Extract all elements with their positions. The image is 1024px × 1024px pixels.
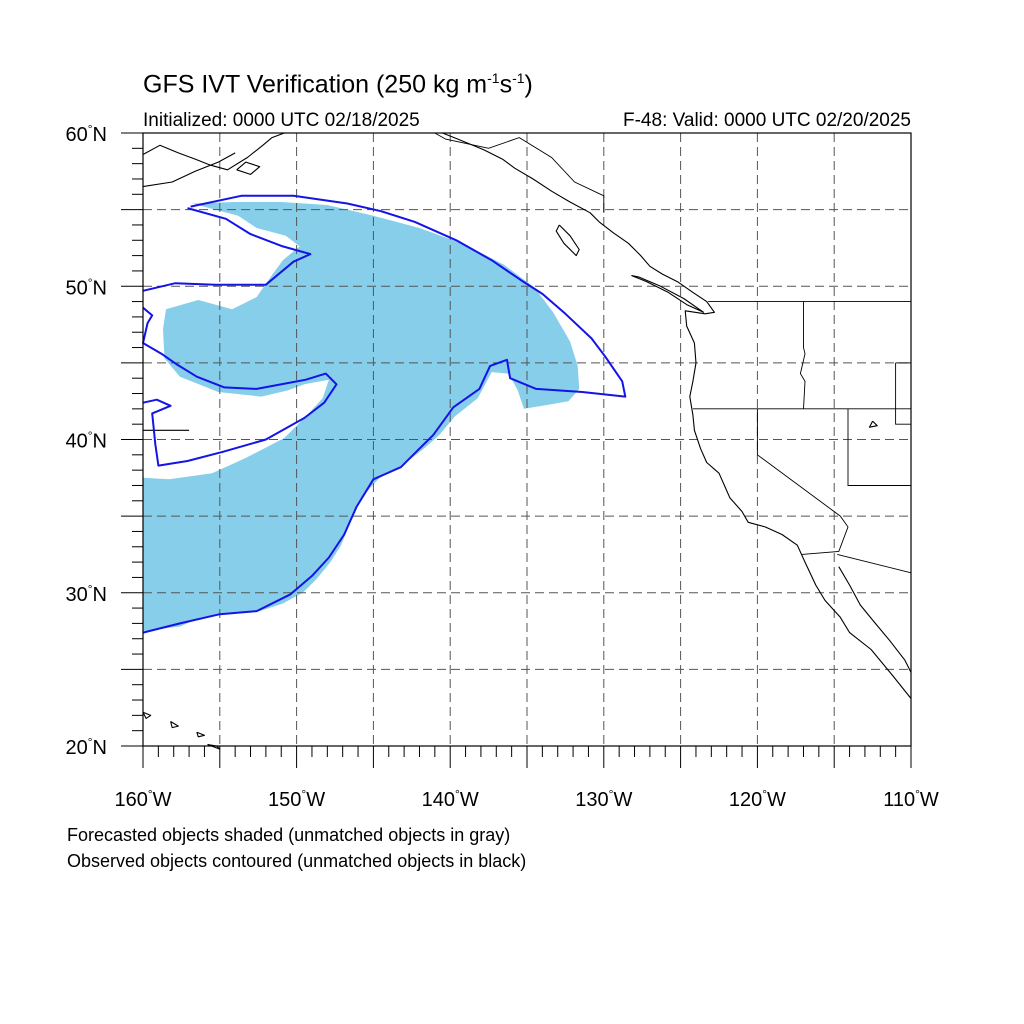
axis-ticks: [121, 132, 912, 768]
state-border: [434, 132, 605, 213]
coastline: [631, 274, 705, 313]
observed-object-contour: [142, 306, 338, 467]
footnote-observed: Observed objects contoured (unmatched ob…: [67, 851, 527, 871]
observed-object-contour: [142, 207, 312, 292]
lon-label: 150°W: [268, 787, 325, 811]
coastline: [142, 132, 285, 171]
coastline: [442, 132, 912, 699]
coastline: [838, 566, 912, 673]
coastline: [236, 161, 261, 175]
lat-label: 50°N: [65, 275, 107, 299]
coastline: [142, 711, 152, 719]
lon-label: 130°W: [575, 787, 632, 811]
coastline: [196, 731, 205, 738]
political-borders: [434, 132, 912, 574]
footnote-forecast: Forecasted objects shaded (unmatched obj…: [67, 825, 511, 845]
coastline: [170, 721, 179, 729]
lon-label: 140°W: [422, 787, 479, 811]
forecast-object-shaded: [143, 202, 580, 632]
lat-label: 40°N: [65, 429, 107, 453]
observed-contours: [142, 194, 627, 634]
axis-labels: 160°W 150°W 140°W 130°W 120°W 110°W 20°N 30°N 40…: [65, 122, 938, 811]
coastline: [868, 420, 878, 428]
coastline: [142, 152, 236, 188]
state-border: [756, 408, 849, 555]
valid-time-label: F-48: Valid: 0000 UTC 02/20/2025: [623, 110, 911, 131]
state-border: [847, 408, 911, 486]
chart-title: GFS IVT Verification (250 kg m-1s-1): [143, 70, 533, 99]
initialized-label: Initialized: 0000 UTC 02/18/2025: [143, 110, 420, 131]
state-border: [895, 362, 911, 425]
lat-label: 60°N: [65, 122, 107, 146]
forecast-objects: [143, 202, 580, 632]
lon-label: 120°W: [729, 787, 786, 811]
lat-label: 20°N: [65, 735, 107, 759]
coastline: [207, 743, 221, 750]
state-border: [799, 301, 806, 409]
lon-label: 110°W: [883, 787, 939, 811]
coastline: [555, 224, 580, 257]
gridlines: [143, 133, 911, 746]
coastlines: [142, 132, 912, 750]
lat-label: 30°N: [65, 582, 107, 606]
state-border: [837, 553, 912, 574]
lon-label: 160°W: [114, 787, 171, 811]
observed-object-contour: [142, 194, 627, 634]
